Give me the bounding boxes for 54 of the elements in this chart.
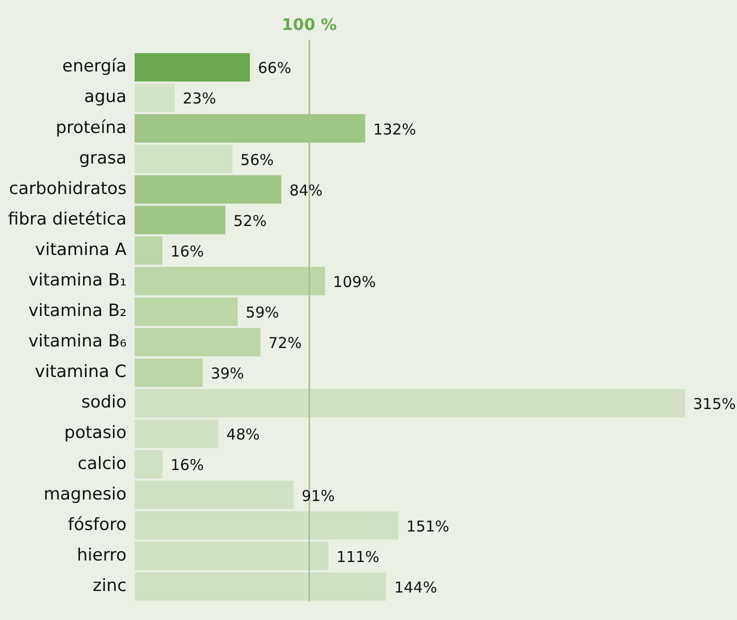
bar [134, 542, 329, 570]
y-tick-label: fósforo [68, 514, 127, 535]
bar [134, 328, 260, 356]
data-label: 72% [268, 334, 302, 352]
bar [134, 236, 163, 265]
data-label: 48% [226, 426, 260, 444]
data-label: 315% [693, 395, 736, 414]
data-label: 111% [336, 548, 380, 566]
y-tick-label: calcio [78, 454, 127, 474]
y-tick-label: vitamina B₆ [28, 332, 127, 352]
bar [134, 480, 294, 510]
bar [134, 450, 163, 479]
data-label: 91% [302, 486, 335, 505]
data-label: 16% [170, 242, 204, 260]
y-tick-label: vitamina C [34, 362, 127, 382]
y-tick-label: agua [84, 87, 127, 108]
data-label: 56% [240, 150, 274, 169]
bar [134, 266, 326, 296]
data-label: 144% [394, 578, 438, 596]
data-label: 151% [406, 517, 450, 536]
data-label: 23% [182, 90, 216, 108]
y-tick-label: proteína [56, 118, 127, 138]
y-tick-label: vitamina B₁ [28, 270, 127, 291]
bar [134, 389, 685, 418]
bar [134, 420, 218, 448]
bar [134, 53, 250, 82]
data-label: 39% [210, 364, 244, 383]
y-tick-label: sodio [81, 392, 127, 413]
y-tick-label: magnesio [44, 484, 127, 504]
data-label: 109% [333, 272, 376, 291]
data-label: 16% [170, 456, 204, 474]
y-tick-label: vitamina A [35, 240, 127, 260]
y-tick-label: vitamina B₂ [28, 301, 127, 322]
bar [134, 206, 226, 234]
y-tick-label: grasa [79, 148, 127, 168]
bar [134, 511, 398, 540]
data-label: 59% [246, 304, 279, 322]
bar [134, 175, 282, 204]
y-tick-label: fibra dietética [8, 209, 127, 230]
y-tick-label: energía [62, 56, 127, 77]
y-tick-label: zinc [92, 576, 127, 596]
ref-line-label: 100 % [282, 15, 337, 34]
bar [134, 572, 386, 601]
bar [134, 144, 232, 174]
data-label: 132% [373, 120, 416, 138]
y-tick-label: potasio [64, 423, 127, 444]
bar [134, 84, 175, 112]
data-label: 66% [258, 59, 292, 78]
y-tick-label: hierro [76, 545, 127, 566]
data-label: 84% [289, 181, 323, 200]
bar [134, 297, 238, 326]
data-label: 52% [233, 212, 267, 230]
y-tick-label: carbohidratos [8, 178, 127, 199]
bar [134, 358, 203, 387]
